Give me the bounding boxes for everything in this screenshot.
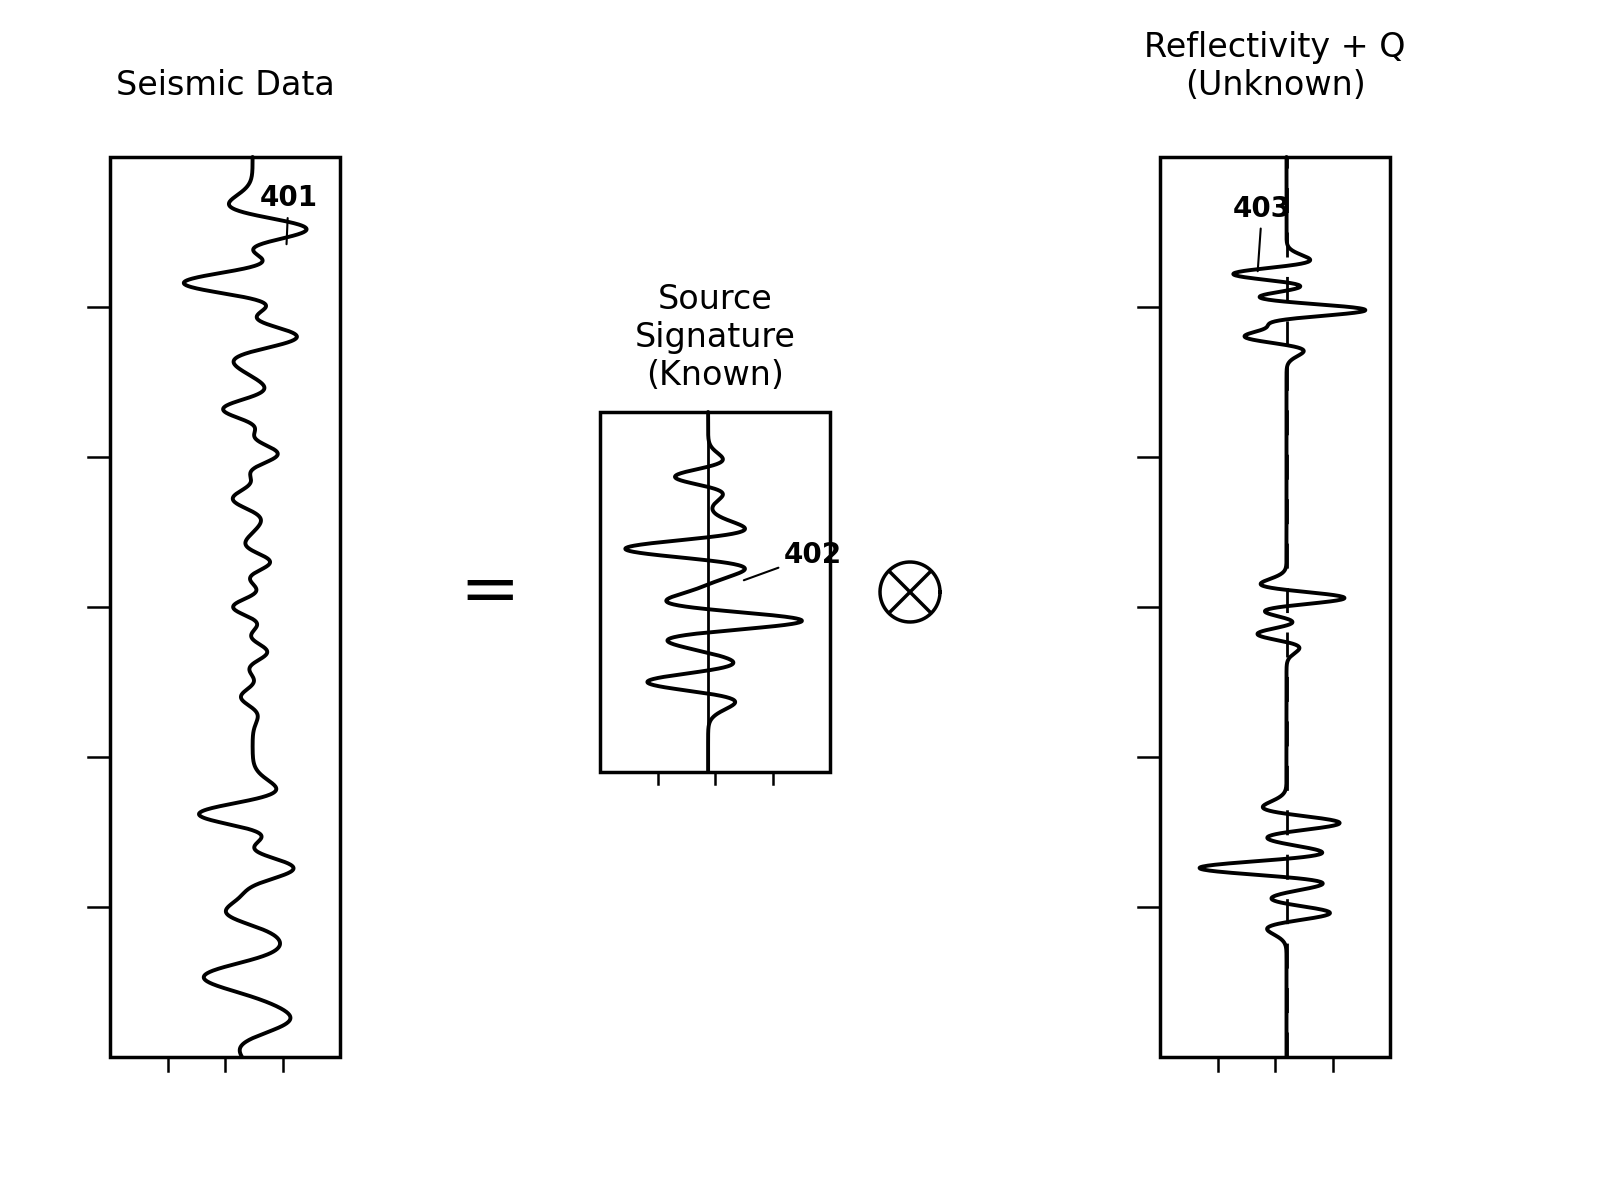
Text: Source
Signature
(Known): Source Signature (Known) <box>634 282 796 392</box>
Text: Seismic Data: Seismic Data <box>116 69 334 102</box>
Text: Reflectivity + Q
(Unknown): Reflectivity + Q (Unknown) <box>1144 31 1406 102</box>
Text: =: = <box>460 558 520 626</box>
Text: 403: 403 <box>1233 195 1291 272</box>
Bar <box>110 157 341 1057</box>
Bar <box>1160 157 1390 1057</box>
Text: 401: 401 <box>260 184 318 244</box>
Bar <box>600 412 830 772</box>
Text: 402: 402 <box>744 541 843 581</box>
